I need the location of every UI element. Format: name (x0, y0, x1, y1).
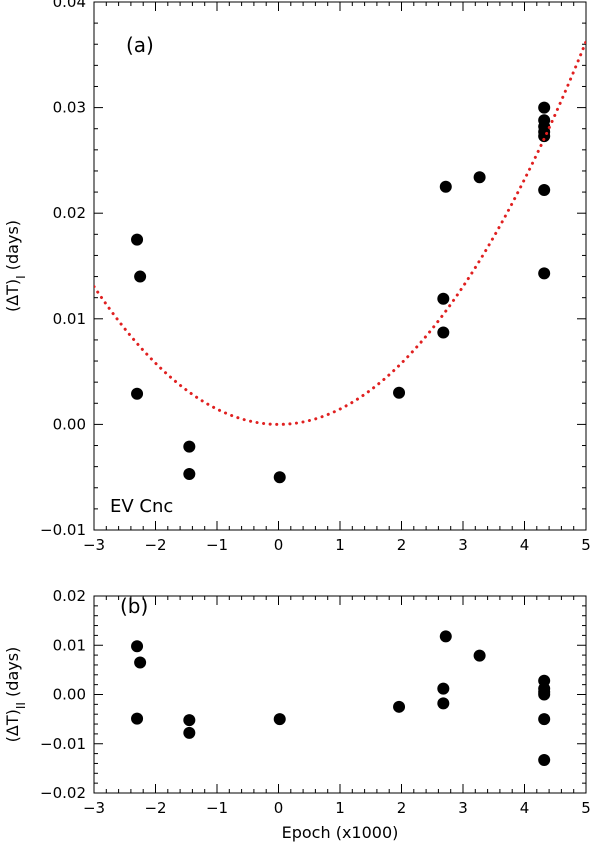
data-point (538, 101, 551, 114)
panel-b: −3 −2 −1 0 1 2 3 4 5 −0.02 −0.01 0.00 0.01 0.02 (ΔT)II… (3, 587, 591, 842)
x-tick-label: 2 (397, 799, 407, 817)
plot-frame (93, 595, 587, 794)
data-point (393, 700, 406, 713)
y-axis-label-subscript: II (14, 702, 28, 709)
annotation-label: EV Cnc (110, 496, 173, 517)
x-tick-label: 3 (458, 799, 468, 817)
y-tick-label: 0.02 (53, 204, 86, 222)
data-point (131, 233, 144, 246)
x-tick-label: −1 (206, 799, 228, 817)
x-tick-label: 5 (581, 799, 591, 817)
y-tick-label: 0.04 (53, 0, 86, 11)
data-point (538, 713, 551, 726)
y-axis-label-unit: (days) (3, 220, 22, 275)
y-axis-label: (ΔT)II (days) (3, 647, 28, 743)
x-tick-label: 4 (520, 799, 530, 817)
x-tick-label: 0 (274, 799, 284, 817)
y-axis-label-main: (ΔT) (3, 709, 22, 742)
data-point (134, 270, 147, 283)
data-point (183, 468, 196, 481)
y-axis-label-subscript: I (14, 275, 28, 279)
y-tick-label: −0.01 (40, 521, 86, 539)
x-tick-label: 1 (335, 536, 345, 554)
data-point (183, 726, 196, 739)
y-tick-label: 0.00 (53, 415, 86, 433)
x-tick-label: 0 (274, 536, 284, 554)
y-axis-label-main: (ΔT) (3, 279, 22, 312)
x-tick-label: 2 (397, 536, 407, 554)
data-point (473, 649, 486, 662)
y-tick-label: −0.01 (40, 735, 86, 753)
plot-frame (93, 1, 587, 531)
data-point (131, 387, 144, 400)
y-axis-label-unit: (days) (3, 647, 22, 702)
data-point (538, 267, 551, 280)
y-tick-label: 0.01 (53, 310, 86, 328)
panel-a: −3 −2 −1 0 1 2 3 4 5 −0.01 0.00 0.01 0.02 0.03 0.04 (ΔT… (3, 0, 591, 554)
panel-label: (a) (126, 33, 154, 57)
x-tick-label: 3 (458, 536, 468, 554)
y-tick-label: 0.00 (53, 686, 86, 704)
data-point (538, 183, 551, 196)
y-tick-label: 0.03 (53, 99, 86, 117)
data-point (273, 471, 286, 484)
x-tick-label: 4 (520, 536, 530, 554)
x-tick-label: 1 (335, 799, 345, 817)
x-tick-label: −2 (144, 536, 166, 554)
y-tick-label: 0.01 (53, 636, 86, 654)
data-point (437, 292, 450, 305)
fit-curve (94, 40, 586, 426)
data-point (183, 440, 196, 453)
data-point (131, 640, 144, 653)
y-tick-label: 0.02 (53, 587, 86, 605)
data-point (538, 688, 551, 701)
x-tick-label: 5 (581, 536, 591, 554)
data-point (393, 386, 406, 399)
panel-label: (b) (120, 594, 148, 618)
data-point (437, 697, 450, 710)
data-point (538, 754, 551, 767)
y-axis-label: (ΔT)I (days) (3, 220, 28, 312)
data-point (183, 714, 196, 727)
x-tick-label: −3 (83, 799, 105, 817)
x-tick-label: −3 (83, 536, 105, 554)
data-point (437, 326, 450, 339)
x-tick-label: −2 (144, 799, 166, 817)
data-point (439, 180, 452, 193)
data-point (473, 171, 486, 184)
x-tick-label: −1 (206, 536, 228, 554)
data-point (131, 712, 144, 725)
y-tick-label: −0.02 (40, 784, 86, 802)
data-point (437, 682, 450, 695)
data-point (134, 656, 147, 669)
data-point (273, 713, 286, 726)
data-point (439, 630, 452, 643)
x-axis-label: Epoch (x1000) (282, 823, 399, 842)
